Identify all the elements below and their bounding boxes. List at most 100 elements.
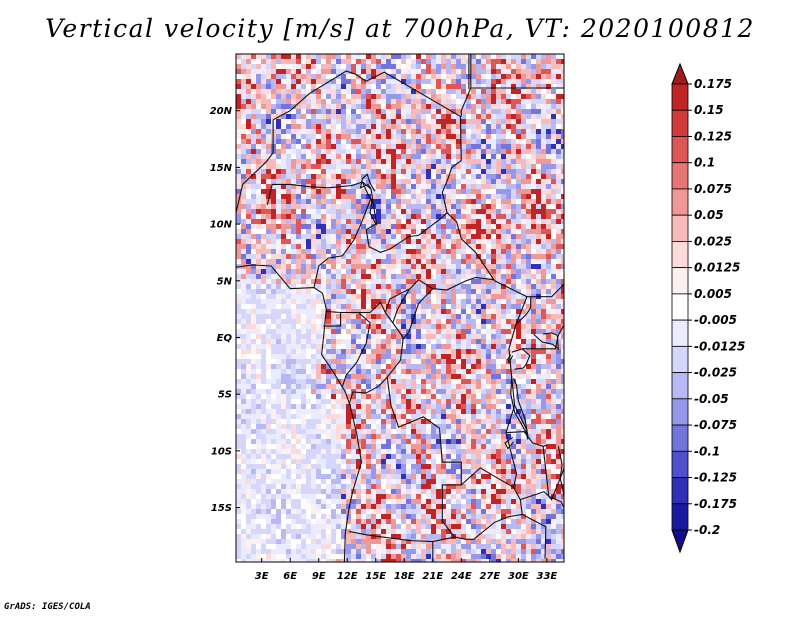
field-cell — [516, 264, 522, 270]
field-cell — [256, 374, 262, 380]
field-cell — [331, 274, 337, 280]
field-cell — [546, 229, 552, 235]
field-cell — [346, 94, 352, 100]
field-cell — [541, 209, 547, 215]
field-cell — [436, 114, 442, 120]
field-cell — [376, 259, 382, 265]
field-cell — [421, 274, 427, 280]
field-cell — [536, 89, 542, 95]
field-cell — [286, 389, 292, 395]
field-cell — [291, 249, 297, 255]
field-cell — [451, 379, 457, 385]
field-cell — [286, 279, 292, 285]
field-cell — [281, 354, 287, 360]
field-cell — [481, 189, 487, 195]
field-cell — [296, 299, 302, 305]
field-cell — [511, 199, 517, 205]
field-cell — [481, 359, 487, 365]
field-cell — [561, 149, 564, 155]
field-cell — [361, 94, 367, 100]
field-cell — [346, 114, 352, 120]
field-cell — [371, 319, 377, 325]
field-cell — [351, 424, 357, 430]
field-cell — [476, 169, 482, 175]
field-cell — [491, 419, 497, 425]
field-cell — [416, 429, 422, 435]
field-cell — [461, 214, 467, 220]
field-cell — [251, 144, 257, 150]
field-cell — [316, 319, 322, 325]
field-cell — [406, 239, 412, 245]
field-cell — [396, 99, 402, 105]
field-cell — [266, 54, 272, 60]
field-cell — [506, 274, 512, 280]
field-cell — [371, 429, 377, 435]
field-cell — [456, 244, 462, 250]
field-cell — [521, 344, 527, 350]
field-cell — [511, 319, 517, 325]
field-cell — [491, 224, 497, 230]
field-cell — [491, 104, 497, 110]
field-cell — [516, 59, 522, 65]
field-cell — [371, 369, 377, 375]
field-cell — [341, 89, 347, 95]
field-cell — [461, 294, 467, 300]
field-cell — [326, 109, 332, 115]
field-cell — [361, 219, 367, 225]
field-cell — [501, 304, 507, 310]
field-cell — [251, 74, 257, 80]
field-cell — [236, 364, 242, 370]
field-cell — [411, 419, 417, 425]
field-cell — [516, 159, 522, 165]
field-cell — [556, 424, 562, 430]
field-cell — [356, 289, 362, 295]
field-cell — [266, 399, 272, 405]
field-cell — [251, 119, 257, 125]
field-cell — [246, 89, 252, 95]
field-cell — [391, 304, 397, 310]
field-cell — [551, 364, 557, 370]
field-cell — [476, 324, 482, 330]
field-cell — [531, 179, 537, 185]
field-cell — [346, 404, 352, 410]
field-cell — [486, 114, 492, 120]
field-cell — [351, 54, 357, 60]
field-cell — [376, 54, 382, 60]
field-cell — [471, 294, 477, 300]
field-cell — [391, 394, 397, 400]
field-cell — [506, 224, 512, 230]
field-cell — [241, 304, 247, 310]
field-cell — [451, 359, 457, 365]
field-cell — [521, 309, 527, 315]
field-cell — [301, 394, 307, 400]
field-cell — [426, 69, 432, 75]
field-cell — [256, 289, 262, 295]
field-cell — [411, 299, 417, 305]
field-cell — [466, 254, 472, 260]
field-cell — [476, 219, 482, 225]
field-cell — [376, 204, 382, 210]
field-cell — [246, 299, 252, 305]
field-cell — [256, 284, 262, 290]
field-cell — [541, 299, 547, 305]
field-cell — [401, 99, 407, 105]
field-cell — [276, 379, 282, 385]
field-cell — [286, 99, 292, 105]
field-cell — [556, 219, 562, 225]
field-cell — [491, 114, 497, 120]
field-cell — [346, 379, 352, 385]
field-cell — [396, 139, 402, 145]
field-cell — [301, 224, 307, 230]
field-cell — [476, 409, 482, 415]
field-cell — [451, 394, 457, 400]
field-cell — [391, 359, 397, 365]
field-cell — [291, 364, 297, 370]
field-cell — [356, 274, 362, 280]
field-cell — [406, 339, 412, 345]
field-cell — [431, 69, 437, 75]
field-cell — [451, 69, 457, 75]
field-cell — [301, 59, 307, 65]
field-cell — [556, 84, 562, 90]
field-cell — [291, 354, 297, 360]
field-cell — [366, 339, 372, 345]
